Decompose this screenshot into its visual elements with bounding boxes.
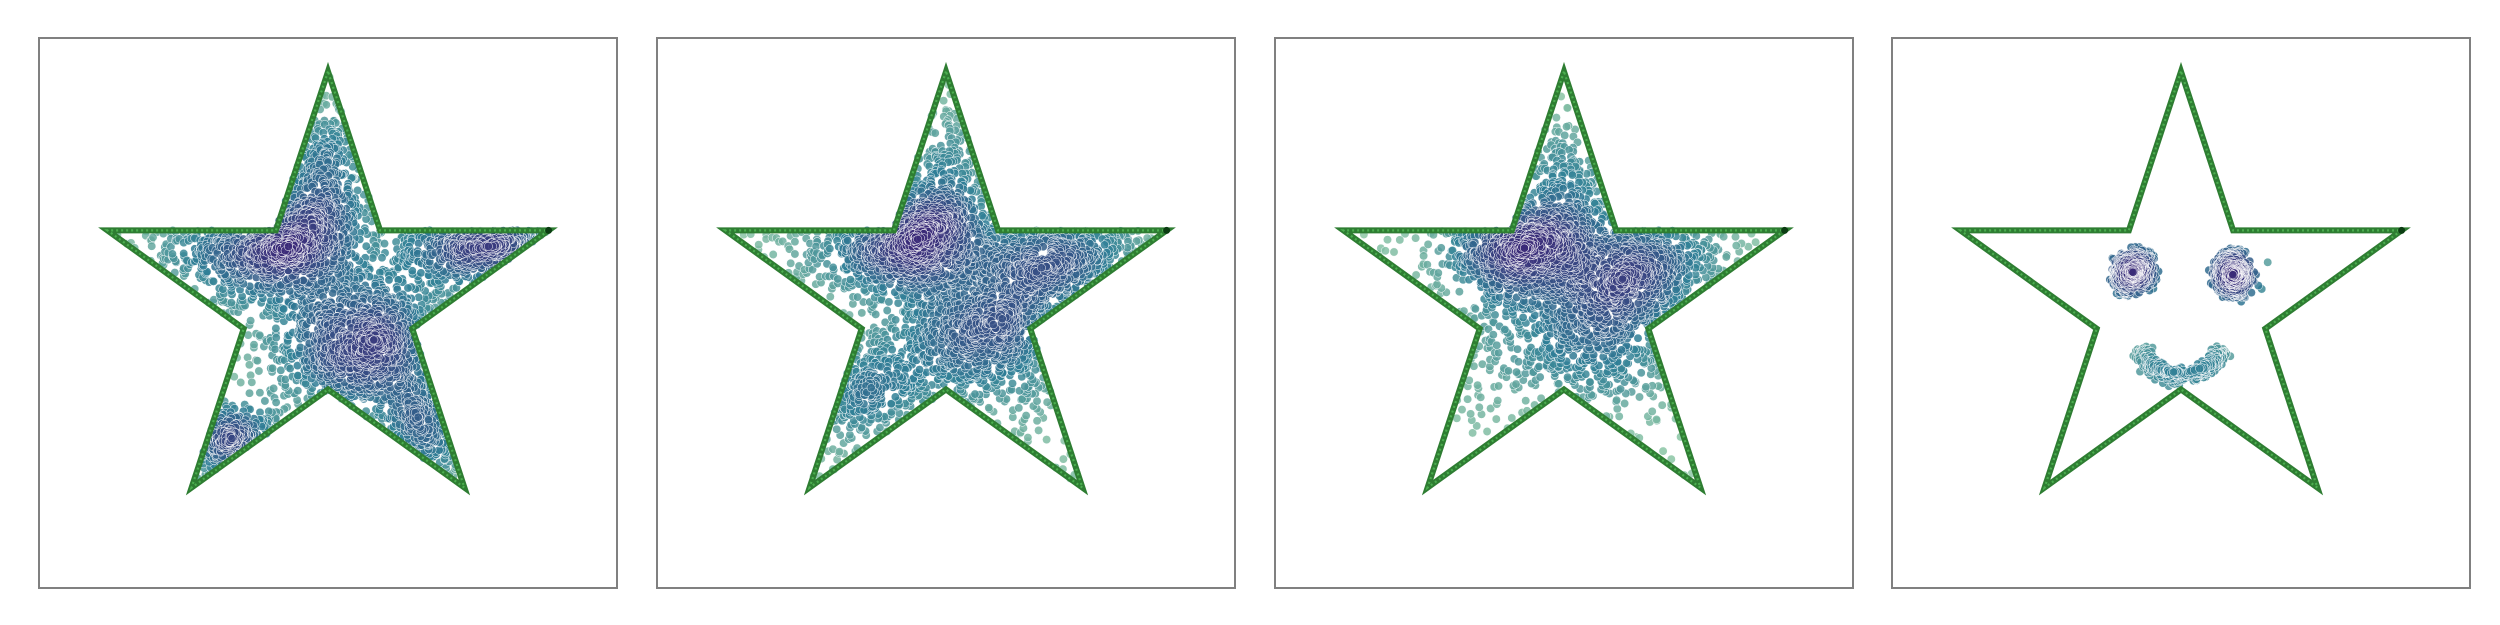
sample-point (377, 253, 387, 263)
star-boundary (98, 61, 558, 496)
sample-point (244, 360, 254, 370)
sample-point (871, 309, 881, 319)
sample-point (768, 250, 778, 259)
sample-point (255, 330, 265, 340)
sample-point (1032, 396, 1042, 406)
sample-point (915, 365, 924, 375)
sample-point (1058, 454, 1068, 464)
sample-point (808, 265, 817, 275)
sample-point (1021, 411, 1031, 421)
sample-point (148, 232, 158, 242)
sample-point (1020, 382, 1030, 391)
sample-point (1014, 403, 1024, 413)
sample-point (845, 275, 855, 285)
sample-point (970, 389, 980, 399)
sample-point (853, 292, 862, 302)
sample-point (279, 304, 289, 314)
sample-point (368, 253, 378, 263)
sample-point (245, 388, 254, 398)
sample-point (254, 366, 264, 376)
sample-point (321, 100, 331, 110)
sample-point (834, 447, 844, 457)
sample-point (361, 241, 371, 251)
sample-point (328, 288, 338, 298)
sample-point (227, 434, 237, 444)
sample-point (247, 377, 257, 387)
sample-point (284, 242, 293, 251)
sample-point (271, 323, 281, 333)
sample-point (423, 415, 433, 425)
sample-point (825, 244, 835, 254)
sample-points (739, 80, 1156, 483)
scatter-plot-1 (38, 37, 618, 589)
axes-frame (656, 37, 1236, 589)
sample-point (1023, 433, 1033, 443)
sample-point (416, 268, 426, 278)
sample-point (833, 274, 843, 284)
sample-point (147, 241, 157, 251)
sample-point (887, 345, 897, 355)
sample-point (243, 352, 253, 362)
sample-point (407, 266, 417, 276)
sample-point (255, 388, 265, 398)
sample-point (884, 297, 894, 307)
sample-point (414, 292, 424, 302)
sample-point (269, 383, 279, 393)
sample-point (984, 403, 994, 413)
axes-frame (38, 37, 618, 589)
star-outline (98, 61, 558, 496)
sample-point (790, 249, 800, 259)
sample-point (293, 361, 302, 371)
sample-point (271, 333, 281, 343)
sample-point (1008, 378, 1017, 388)
sample-point (857, 308, 867, 318)
sample-point (249, 340, 259, 350)
sample-point (353, 185, 363, 195)
panel-1 (38, 37, 618, 589)
sample-point (226, 298, 236, 308)
sample-point (369, 335, 379, 345)
sample-point (786, 258, 796, 268)
sample-point (271, 397, 281, 407)
sample-point (930, 128, 940, 138)
sample-point (260, 396, 270, 406)
sample-point (828, 262, 838, 272)
sample-point (290, 302, 300, 312)
scatter-plot-2 (656, 37, 1236, 589)
sample-point (790, 237, 800, 247)
sample-point (1042, 435, 1052, 445)
sample-point (293, 386, 303, 396)
sample-point (875, 423, 885, 433)
sample-point (891, 315, 901, 325)
sample-point (384, 275, 394, 285)
sample-point (413, 412, 423, 422)
sample-point (268, 363, 277, 373)
sample-point (403, 283, 413, 293)
sample-point (1034, 425, 1044, 435)
star-start-point (545, 226, 553, 234)
sample-point (939, 96, 949, 106)
sample-point (167, 249, 177, 259)
sample-point (825, 292, 835, 302)
sample-point (832, 424, 842, 434)
sample-point (483, 241, 493, 251)
sample-point (246, 316, 256, 326)
sample-point (276, 365, 286, 375)
sample-point (1042, 397, 1052, 407)
panel-2 (656, 37, 1236, 589)
sample-point (890, 392, 900, 402)
sample-point (754, 240, 764, 250)
sample-point (252, 356, 262, 366)
sample-point (866, 383, 876, 393)
sample-point (380, 239, 389, 249)
sample-point (1032, 416, 1042, 426)
sample-point (209, 276, 218, 286)
sample-point (236, 378, 246, 387)
sample-point (285, 364, 295, 373)
sample-point (882, 306, 892, 315)
